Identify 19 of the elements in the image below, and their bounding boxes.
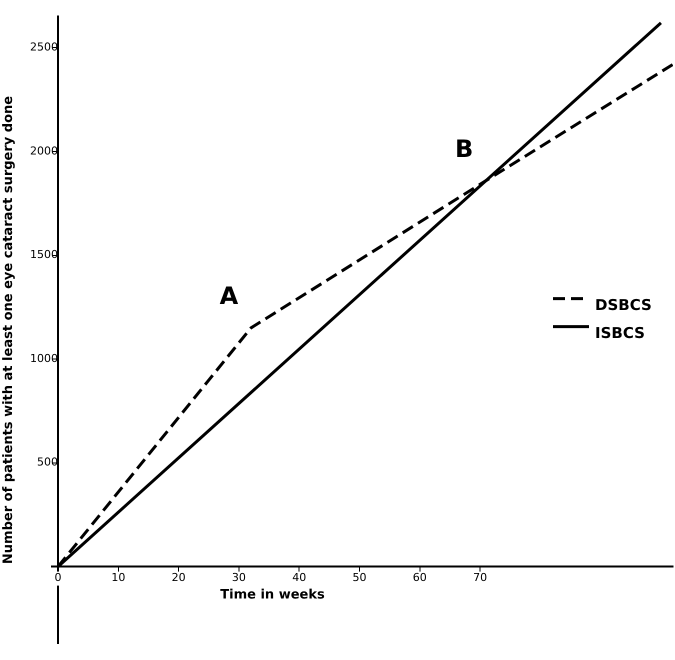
annotation: B [454, 134, 474, 163]
y-tick-label: 2500 [30, 40, 58, 54]
x-tick-label: 30 [232, 570, 246, 584]
x-tick-label: 60 [412, 570, 427, 584]
legend-label: DSBCS [595, 296, 652, 314]
y-axis-title: Number of patients with at least one eye cataract surgery done [0, 96, 16, 564]
x-tick-label: 10 [111, 570, 126, 584]
y-tick-label: 1500 [30, 248, 58, 262]
x-tick-label: 20 [172, 570, 186, 584]
y-tick-label: 500 [37, 456, 58, 469]
annotation: A [220, 282, 239, 310]
x-tick-label: 40 [292, 570, 306, 584]
x-tick-label: 50 [352, 570, 366, 584]
y-tick-label: 2000 [30, 144, 58, 158]
x-axis-title: Time in weeks [220, 587, 325, 602]
x-tick-label: 0 [54, 570, 62, 584]
legend-label: ISBCS [595, 324, 645, 342]
y-tick-label: 1000 [30, 352, 58, 365]
x-tick-label: 70 [473, 570, 488, 584]
